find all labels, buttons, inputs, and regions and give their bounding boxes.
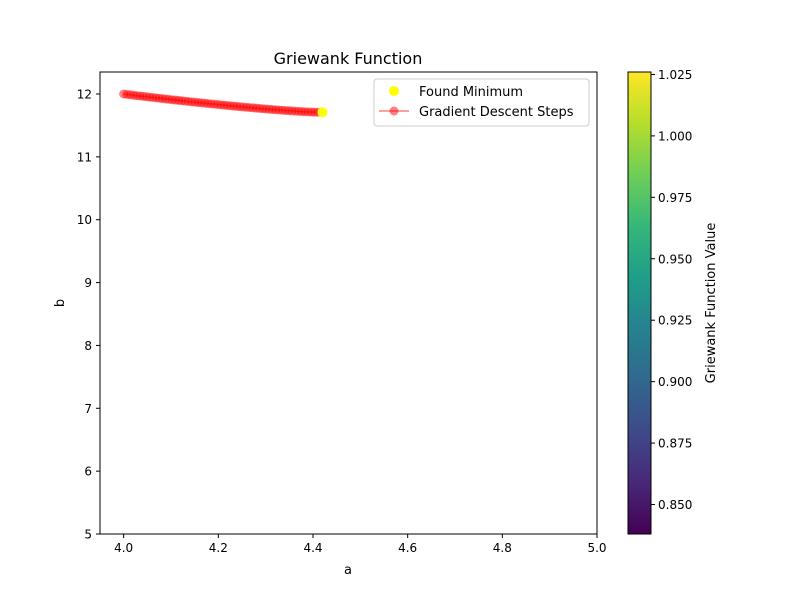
y-tick-label: 11	[77, 150, 92, 164]
x-tick-label: 4.4	[303, 541, 322, 555]
y-tick-label: 9	[84, 276, 92, 290]
colorbar-ticks: 0.850 0.875 0.900 0.925 0.950 0.975 1.000 1.025	[651, 68, 692, 512]
x-tick-label: 4.8	[493, 541, 512, 555]
legend-box	[373, 78, 590, 127]
y-tick-label: 6	[84, 465, 92, 479]
x-axis-ticks: 4.0 4.2 4.4 4.6 4.8 5.0	[114, 534, 607, 555]
plot-frame	[99, 71, 598, 535]
colorbar-tick-label: 0.900	[658, 375, 692, 389]
colorbar-tick-label: 0.875	[658, 437, 692, 451]
y-tick-label: 7	[84, 402, 92, 416]
y-tick-label: 8	[84, 339, 92, 353]
y-tick-label: 12	[77, 88, 92, 102]
y-tick-label: 10	[77, 213, 92, 227]
x-tick-label: 5.0	[587, 541, 606, 555]
colorbar-label: Griewank Function Value	[704, 223, 719, 384]
legend-found-minimum-marker	[389, 86, 399, 96]
found-minimum-point	[317, 107, 328, 118]
colorbar-tick-label: 1.000	[658, 129, 692, 143]
x-tick-label: 4.0	[114, 541, 133, 555]
y-axis-ticks: 5 6 7 8 9 10 11 12	[77, 88, 100, 542]
legend-gradient-steps-label: Gradient Descent Steps	[419, 105, 574, 120]
colorbar-fill	[627, 71, 652, 535]
plot-area: 4.0 4.2 4.4 4.6 4.8 5.0 5 6 7 8 9 10 11 12	[77, 71, 607, 555]
legend-found-minimum-label: Found Minimum	[419, 85, 523, 100]
colorbar-tick-label: 1.025	[658, 68, 692, 82]
x-tick-label: 4.2	[209, 541, 228, 555]
chart-title: Griewank Function	[274, 49, 423, 68]
colorbar-tick-label: 0.850	[658, 498, 692, 512]
colorbar: 0.850 0.875 0.900 0.925 0.950 0.975 1.000 1.025…	[627, 68, 719, 535]
x-tick-label: 4.6	[398, 541, 417, 555]
series-layer	[119, 89, 328, 118]
legend-gradient-steps-marker	[389, 106, 399, 116]
legend: Found Minimum Gradient Descent Steps	[373, 78, 590, 127]
colorbar-tick-label: 0.975	[658, 191, 692, 205]
x-axis-label: a	[344, 563, 352, 578]
y-tick-label: 5	[84, 528, 92, 542]
colorbar-tick-label: 0.950	[658, 252, 692, 266]
colorbar-tick-label: 0.925	[658, 314, 692, 328]
y-axis-label: b	[53, 299, 68, 307]
